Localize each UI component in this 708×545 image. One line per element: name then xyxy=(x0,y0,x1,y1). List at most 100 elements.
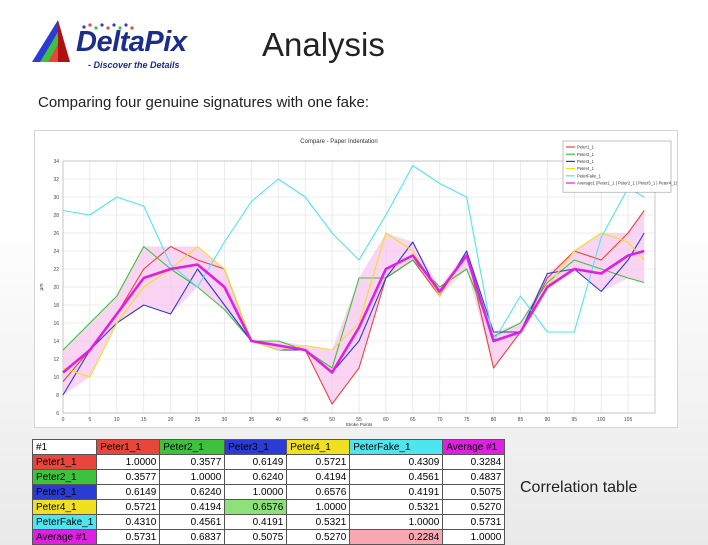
column-header: Peter2_1 xyxy=(159,439,226,455)
x-tick-label: 85 xyxy=(518,417,524,423)
x-tick-label: 10 xyxy=(114,417,120,423)
table-cell: 0.5731 xyxy=(442,514,506,530)
legend-label: Peter2_1 xyxy=(577,152,595,157)
x-tick-label: 55 xyxy=(356,417,362,423)
legend-label: PeterFake_1 xyxy=(577,173,602,178)
column-header: #1 xyxy=(31,439,98,455)
table-cell: 1.0000 xyxy=(349,514,444,530)
x-tick-label: 30 xyxy=(222,417,228,423)
y-axis-label: µm xyxy=(39,283,45,290)
y-tick-label: 6 xyxy=(56,411,59,417)
table-cell: 0.3577 xyxy=(96,469,161,485)
legend-label: Peter4_1 xyxy=(577,166,595,171)
table-row: Average #1 0.5731 0.6837 0.5075 0.5270 0.2284… xyxy=(31,529,506,545)
x-axis-label: Stroke Points xyxy=(346,422,374,427)
x-tick-label: 40 xyxy=(275,417,281,423)
x-tick-label: 75 xyxy=(464,417,470,423)
series-line-6 xyxy=(62,249,645,374)
table-cell: 0.4561 xyxy=(349,469,444,485)
logo-tagline: - Discover the Details xyxy=(88,60,180,70)
table-cell: 1.0000 xyxy=(224,484,288,500)
y-tick-label: 14 xyxy=(53,339,59,345)
page-subtitle: Comparing four genuine signatures with o… xyxy=(38,94,370,111)
table-cell: 0.6576 xyxy=(224,499,288,515)
correlation-table: #1 Peter1_1 Peter2_1 Peter3_1 Peter4_1 PeterF… xyxy=(31,439,506,545)
series-line-5 xyxy=(62,164,645,342)
y-tick-label: 8 xyxy=(56,393,59,399)
y-tick-label: 32 xyxy=(53,177,59,183)
plot-border xyxy=(62,160,656,414)
table-cell: 0.4191 xyxy=(224,514,288,530)
y-tick-label: 26 xyxy=(53,231,59,237)
table-cell: 0.4310 xyxy=(96,514,161,530)
y-tick-label: 22 xyxy=(53,267,59,273)
table-cell: 0.6149 xyxy=(224,454,288,470)
table-cell: 0.5721 xyxy=(96,499,161,515)
x-tick-label: 95 xyxy=(571,417,577,423)
table-cell: 0.3284 xyxy=(442,454,506,470)
y-tick-label: 10 xyxy=(53,375,59,381)
chart-title: Compare - Paper Indentation xyxy=(300,139,377,145)
table-cell: 0.5270 xyxy=(286,529,351,545)
table-cell: 1.0000 xyxy=(286,499,351,515)
x-tick-label: 90 xyxy=(545,417,551,423)
legend-box xyxy=(562,140,672,193)
table-cell: 0.5731 xyxy=(96,529,161,545)
table-row: Peter2_1 0.3577 1.0000 0.6240 0.4194 0.4561 0.… xyxy=(31,469,506,485)
table-cell: 0.4194 xyxy=(159,499,226,515)
table-cell: 0.4191 xyxy=(349,484,444,500)
table-cell: 0.2284 xyxy=(349,529,444,545)
table-cell: 0.5321 xyxy=(349,499,444,515)
table-header-row: #1 Peter1_1 Peter2_1 Peter3_1 Peter4_1 PeterF… xyxy=(31,439,506,455)
row-header: PeterFake_1 xyxy=(31,514,98,530)
table-cell: 0.5075 xyxy=(442,484,506,500)
row-header: Peter4_1 xyxy=(31,499,98,515)
table-cell: 0.5721 xyxy=(286,454,351,470)
x-tick-label: 65 xyxy=(410,417,416,423)
y-tick-label: 34 xyxy=(53,159,59,165)
series-line-3 xyxy=(62,232,645,396)
table-cell: 0.6837 xyxy=(159,529,226,545)
x-tick-label: 35 xyxy=(249,417,255,423)
x-tick-label: 15 xyxy=(141,417,147,423)
deltapix-logo xyxy=(28,16,188,72)
series-line-1 xyxy=(62,210,645,405)
column-header: Peter4_1 xyxy=(286,439,351,455)
y-tick-label: 20 xyxy=(53,285,59,291)
table-cell: 1.0000 xyxy=(442,529,506,545)
y-tick-label: 28 xyxy=(53,213,59,219)
row-header: Peter2_1 xyxy=(31,469,98,485)
line-chart: 6 8 10 12 14 16 18 20 22 24 26 28 30 32 34 0 5 10 15 20 25 30… xyxy=(39,139,678,427)
table-cell: 0.6576 xyxy=(286,484,351,500)
table-cell: 0.5321 xyxy=(286,514,351,530)
column-header: PeterFake_1 xyxy=(349,439,444,455)
table-cell: 0.4837 xyxy=(442,469,506,485)
page-title: Analysis xyxy=(262,26,385,63)
column-header: Peter1_1 xyxy=(96,439,161,455)
row-header: Peter3_1 xyxy=(31,484,98,500)
series-line-4 xyxy=(62,232,645,378)
table-cell: 0.5270 xyxy=(442,499,506,515)
correlation-table-caption: Correlation table xyxy=(520,479,638,496)
column-header: Peter3_1 xyxy=(224,439,288,455)
x-tick-label: 60 xyxy=(383,417,389,423)
table-cell: 0.5075 xyxy=(224,529,288,545)
table-cell: 0.6240 xyxy=(224,469,288,485)
x-tick-label: 80 xyxy=(491,417,497,423)
x-tick-label: 20 xyxy=(168,417,174,423)
table-cell: 0.4309 xyxy=(349,454,444,470)
table-cell: 0.6149 xyxy=(96,484,161,500)
x-tick-label: 5 xyxy=(89,417,92,423)
table-cell: 0.4561 xyxy=(159,514,226,530)
table-cell: 0.6240 xyxy=(159,484,226,500)
table-cell: 1.0000 xyxy=(96,454,161,470)
range-band xyxy=(63,210,645,404)
legend-label: Average1 (Peter1_1 | Peter2_1 | Peter3_1… xyxy=(577,181,677,186)
column-header: Average #1 xyxy=(442,439,506,455)
row-header: Average #1 xyxy=(31,529,98,545)
x-tick-label: 0 xyxy=(62,417,65,423)
x-tick-label: 70 xyxy=(437,417,443,423)
legend-label: Peter1_1 xyxy=(577,145,595,150)
legend-label: Peter3_1 xyxy=(577,159,595,164)
chart-frame: 6 8 10 12 14 16 18 20 22 24 26 28 30 32 34 0 5 10 15 20 25 30… xyxy=(34,130,678,428)
